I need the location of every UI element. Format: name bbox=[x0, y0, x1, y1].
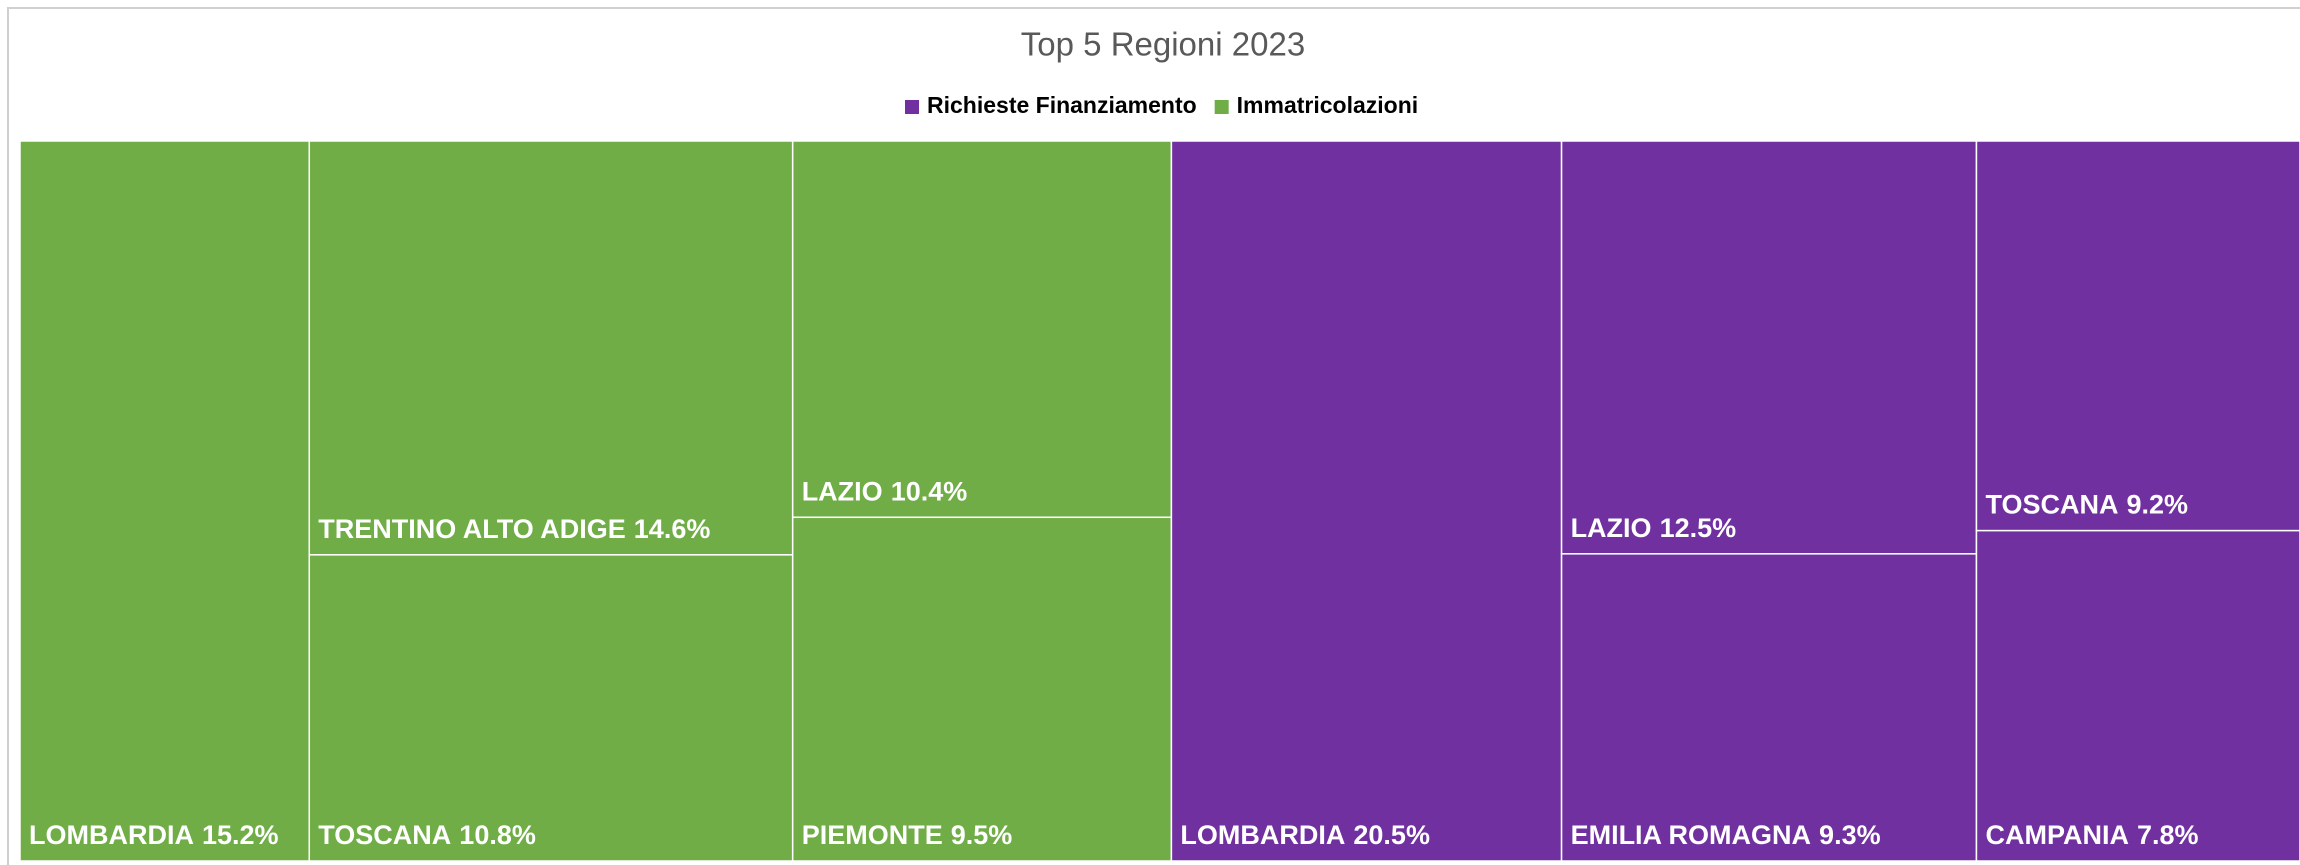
tile-label: TOSCANA 10.8% bbox=[318, 820, 536, 850]
tile-label: LAZIO 12.5% bbox=[1571, 513, 1737, 543]
legend: Richieste Finanziamento Immatricolazioni bbox=[905, 92, 1418, 118]
tile-category: LAZIO bbox=[1571, 513, 1652, 543]
treemap-tile bbox=[791, 516, 1173, 862]
tile-value: 7.8% bbox=[2137, 820, 2199, 850]
treemap-tile bbox=[1560, 553, 1978, 862]
tile-label: LAZIO 10.4% bbox=[802, 476, 968, 506]
tile-category: TRENTINO ALTO ADIGE bbox=[318, 514, 625, 544]
tile-category: PIEMONTE bbox=[802, 820, 943, 850]
tile-value: 20.5% bbox=[1353, 820, 1430, 850]
tile-label: PIEMONTE 9.5% bbox=[802, 820, 1013, 850]
tile-label: TRENTINO ALTO ADIGE 14.6% bbox=[318, 514, 710, 544]
treemap-tile bbox=[308, 140, 794, 556]
treemap-tile bbox=[19, 140, 311, 862]
tile-category: EMILIA ROMAGNA bbox=[1571, 820, 1811, 850]
tile-category: TOSCANA bbox=[1985, 490, 2118, 520]
tile-value: 9.3% bbox=[1819, 820, 1881, 850]
treemap-tile bbox=[1560, 140, 1978, 555]
treemap-tile bbox=[1975, 529, 2300, 862]
tile-value: 9.5% bbox=[951, 820, 1013, 850]
tile-value: 15.2% bbox=[202, 820, 279, 850]
chart-frame bbox=[7, 7, 2300, 865]
legend-label: Richieste Finanziamento bbox=[927, 92, 1197, 118]
treemap-tile bbox=[791, 140, 1173, 519]
tile-label: LOMBARDIA 20.5% bbox=[1180, 820, 1430, 850]
chart-title: Top 5 Regioni 2023 bbox=[1021, 26, 1305, 63]
legend-label: Immatricolazioni bbox=[1237, 92, 1418, 118]
plot-area: LOMBARDIA 15.2% TRENTINO ALTO ADIGE 14.6% TO… bbox=[19, 140, 2300, 862]
legend-swatch bbox=[905, 100, 919, 114]
treemap-tile bbox=[308, 554, 794, 862]
tile-label: CAMPANIA 7.8% bbox=[1985, 820, 2198, 850]
tile-value: 14.6% bbox=[634, 514, 711, 544]
legend-swatch bbox=[1214, 100, 1229, 114]
tile-category: CAMPANIA bbox=[1985, 820, 2129, 850]
tile-value: 9.2% bbox=[2126, 490, 2188, 520]
tile-value: 10.8% bbox=[459, 820, 536, 850]
tile-category: LAZIO bbox=[802, 476, 883, 506]
tile-label: EMILIA ROMAGNA 9.3% bbox=[1571, 820, 1881, 850]
treemap-tile bbox=[1170, 140, 1563, 862]
tile-value: 10.4% bbox=[891, 476, 968, 506]
tile-category: LOMBARDIA bbox=[29, 820, 194, 850]
tile-category: TOSCANA bbox=[318, 820, 451, 850]
tile-category: LOMBARDIA bbox=[1180, 820, 1345, 850]
treemap-tile bbox=[1975, 140, 2300, 532]
tile-label: TOSCANA 9.2% bbox=[1985, 490, 2188, 520]
tile-value: 12.5% bbox=[1660, 513, 1737, 543]
tile-label: LOMBARDIA 15.2% bbox=[29, 820, 279, 850]
